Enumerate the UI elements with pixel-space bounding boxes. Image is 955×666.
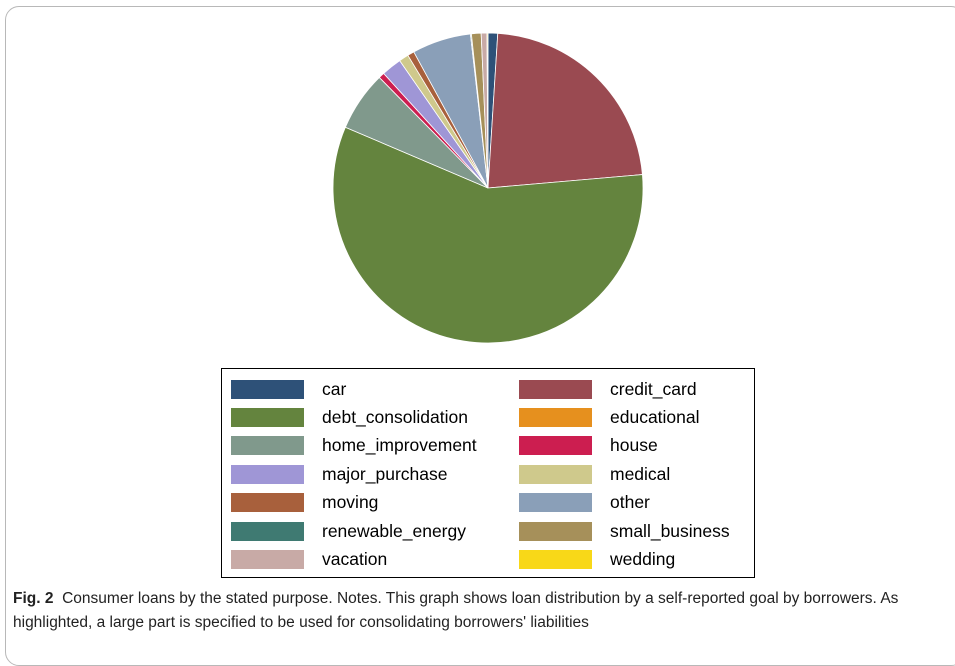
legend-swatch <box>231 379 304 399</box>
legend-item-other: other <box>519 489 749 517</box>
legend-label: vacation <box>322 549 388 570</box>
legend-swatch <box>519 408 592 428</box>
legend-swatch <box>519 493 592 513</box>
legend-swatch <box>519 436 592 456</box>
legend-label: home_improvement <box>322 435 477 456</box>
legend: car credit_card debt_consolidation educatio… <box>221 368 755 578</box>
legend-item-moving: moving <box>231 489 519 517</box>
legend-swatch <box>231 464 304 484</box>
legend-label: educational <box>610 407 700 428</box>
legend-item-wedding: wedding <box>519 545 749 573</box>
legend-label: small_business <box>610 520 730 541</box>
legend-swatch <box>231 493 304 513</box>
legend-label: renewable_energy <box>322 520 466 541</box>
figure-caption: Fig. 2 Consumer loans by the stated purp… <box>13 587 948 634</box>
legend-item-car: car <box>231 375 519 403</box>
legend-item-educational: educational <box>519 403 749 431</box>
legend-label: medical <box>610 463 671 484</box>
legend-swatch <box>519 521 592 541</box>
legend-label: moving <box>322 492 379 513</box>
pie-slice-debt-consolidation <box>332 126 644 344</box>
legend-label: car <box>322 378 347 399</box>
legend-swatch <box>231 521 304 541</box>
legend-swatch <box>519 550 592 570</box>
legend-item-house: house <box>519 432 749 460</box>
pie-slice-credit-card <box>487 32 643 189</box>
legend-label: credit_card <box>610 378 697 399</box>
legend-item-medical: medical <box>519 460 749 488</box>
legend-item-vacation: vacation <box>231 545 519 573</box>
legend-swatch <box>231 550 304 570</box>
legend-swatch <box>519 379 592 399</box>
legend-swatch <box>231 436 304 456</box>
legend-label: wedding <box>610 549 676 570</box>
caption-text: Consumer loans by the stated purpose. No… <box>13 590 899 631</box>
legend-swatch <box>519 464 592 484</box>
legend-grid: car credit_card debt_consolidation educatio… <box>231 375 748 574</box>
legend-item-small-business: small_business <box>519 517 749 545</box>
legend-item-credit-card: credit_card <box>519 375 749 403</box>
pie-chart <box>332 32 644 344</box>
pie-slice-wedding <box>486 32 489 189</box>
legend-item-home-improvement: home_improvement <box>231 432 519 460</box>
legend-item-renewable-energy: renewable_energy <box>231 517 519 545</box>
legend-label: debt_consolidation <box>322 407 468 428</box>
legend-label: other <box>610 492 650 513</box>
legend-swatch <box>231 408 304 428</box>
legend-item-major-purchase: major_purchase <box>231 460 519 488</box>
legend-label: major_purchase <box>322 463 448 484</box>
legend-item-debt-consolidation: debt_consolidation <box>231 403 519 431</box>
caption-label: Fig. 2 <box>13 590 54 607</box>
legend-label: house <box>610 435 658 456</box>
